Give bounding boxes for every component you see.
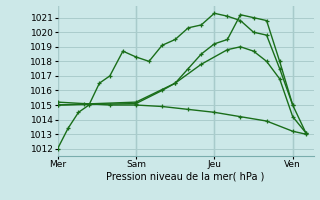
X-axis label: Pression niveau de la mer( hPa ): Pression niveau de la mer( hPa )	[107, 172, 265, 182]
